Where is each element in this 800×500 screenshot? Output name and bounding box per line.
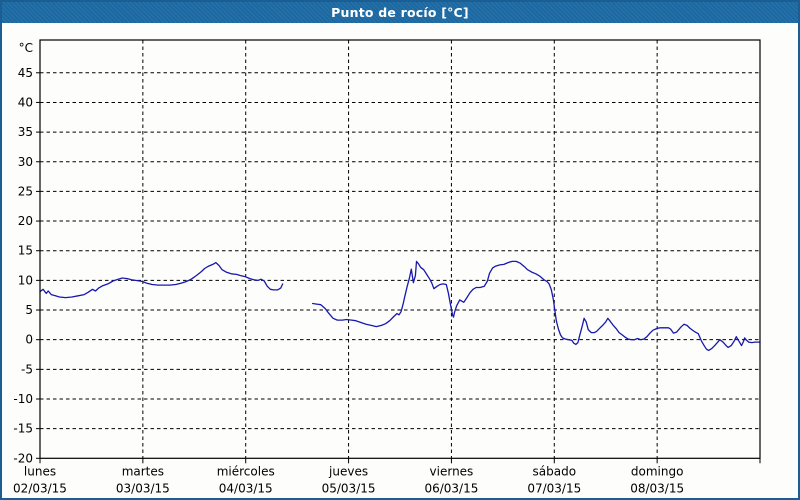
y-tick-label: 15 [18, 244, 33, 258]
y-tick-label: 40 [18, 95, 33, 109]
y-tick-label: 10 [18, 273, 33, 287]
day-date-label: 06/03/15 [424, 481, 478, 495]
y-axis-unit-label: °C [19, 41, 33, 55]
dew-point-chart: 45 40 35 30 25 20 15 10 5 0 -5 -10 -15 -20 °C lunes 02/0… [13, 39, 761, 495]
y-tick-label: 20 [18, 214, 33, 228]
day-date-label: 08/03/15 [630, 481, 684, 495]
y-tick-label: -5 [21, 362, 33, 376]
day-name-label: sábado [533, 464, 577, 478]
chart-title: Punto de rocío [°C] [331, 5, 469, 20]
chart-area: 45 40 35 30 25 20 15 10 5 0 -5 -10 -15 -20 °C lunes 02/0… [2, 23, 798, 498]
chart-titlebar: Punto de rocío [°C] [2, 2, 798, 23]
day-date-label: 04/03/15 [219, 481, 273, 495]
day-name-label: miércoles [217, 464, 275, 478]
dew-point-line-segment [311, 260, 761, 352]
y-tick-label: -20 [13, 451, 33, 465]
day-date-label: 05/03/15 [322, 481, 376, 495]
day-name-label: jueves [328, 464, 368, 478]
day-date-label: 03/03/15 [116, 481, 170, 495]
day-name-label: viernes [430, 464, 474, 478]
y-tick-label: 30 [18, 155, 33, 169]
y-axis-labels: 45 40 35 30 25 20 15 10 5 0 -5 -10 -15 -20 °C [13, 41, 33, 465]
y-tick-label: 5 [25, 303, 33, 317]
tick-marks [36, 72, 761, 464]
day-name-label: lunes [24, 464, 56, 478]
y-tick-label: -10 [13, 392, 33, 406]
plot-background [40, 40, 760, 459]
y-tick-label: 25 [18, 184, 33, 198]
y-tick-label: -15 [13, 422, 33, 436]
day-date-label: 07/03/15 [527, 481, 581, 495]
day-date-label: 02/03/15 [13, 481, 67, 495]
y-tick-label: 45 [18, 66, 33, 80]
x-axis-labels: lunes 02/03/15 martes 03/03/15 miércoles 04/0… [13, 464, 684, 495]
y-tick-label: 0 [25, 333, 33, 347]
y-tick-label: 35 [18, 125, 33, 139]
day-name-label: martes [122, 464, 164, 478]
day-name-label: domingo [631, 464, 684, 478]
plot-border [39, 39, 761, 459]
dew-point-line-segment [39, 261, 284, 299]
